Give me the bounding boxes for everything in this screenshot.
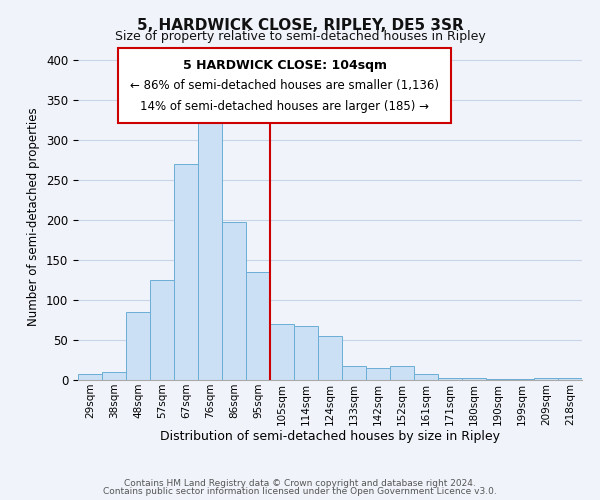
Bar xyxy=(150,280,174,380)
Bar xyxy=(438,378,462,380)
Text: 14% of semi-detached houses are larger (185) →: 14% of semi-detached houses are larger (… xyxy=(140,100,429,113)
Y-axis label: Number of semi-detached properties: Number of semi-detached properties xyxy=(28,107,40,326)
Bar xyxy=(198,116,222,380)
Text: Size of property relative to semi-detached houses in Ripley: Size of property relative to semi-detach… xyxy=(115,30,485,43)
Bar xyxy=(462,378,486,380)
Text: Contains HM Land Registry data © Crown copyright and database right 2024.: Contains HM Land Registry data © Crown c… xyxy=(124,479,476,488)
Bar xyxy=(318,336,342,380)
Text: Contains public sector information licensed under the Open Government Licence v3: Contains public sector information licen… xyxy=(103,487,497,496)
FancyBboxPatch shape xyxy=(118,48,451,123)
Bar xyxy=(366,368,390,380)
Bar xyxy=(510,379,534,380)
Bar xyxy=(174,164,198,380)
Bar xyxy=(222,222,246,380)
Bar xyxy=(342,366,366,380)
Bar xyxy=(126,312,150,380)
Bar xyxy=(486,379,510,380)
Bar xyxy=(102,372,126,380)
Bar xyxy=(294,326,318,380)
Bar xyxy=(534,378,558,380)
Text: ← 86% of semi-detached houses are smaller (1,136): ← 86% of semi-detached houses are smalle… xyxy=(130,78,439,92)
X-axis label: Distribution of semi-detached houses by size in Ripley: Distribution of semi-detached houses by … xyxy=(160,430,500,444)
Bar xyxy=(390,366,414,380)
Bar xyxy=(270,324,294,380)
Text: 5, HARDWICK CLOSE, RIPLEY, DE5 3SR: 5, HARDWICK CLOSE, RIPLEY, DE5 3SR xyxy=(137,18,463,32)
Text: 5 HARDWICK CLOSE: 104sqm: 5 HARDWICK CLOSE: 104sqm xyxy=(182,59,386,72)
Bar xyxy=(78,374,102,380)
Bar xyxy=(558,378,582,380)
Bar xyxy=(246,272,270,380)
Bar xyxy=(414,374,438,380)
